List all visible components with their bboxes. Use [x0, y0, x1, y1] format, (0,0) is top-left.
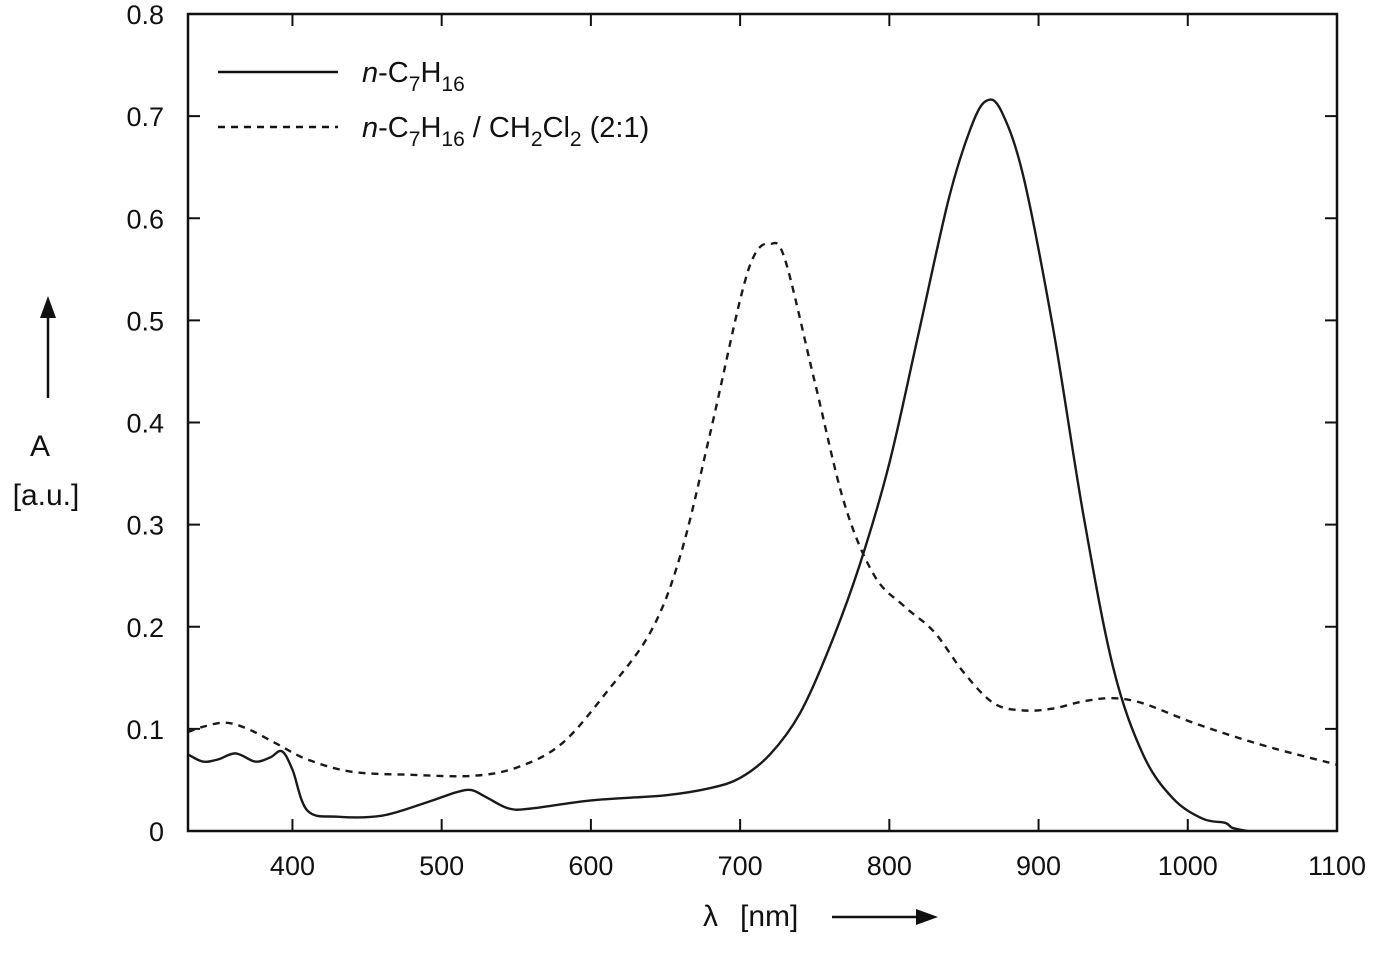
y-axis-symbol: A — [30, 430, 50, 463]
right-arrow-head-icon — [916, 909, 938, 925]
x-axis-title: λ [nm] — [703, 900, 938, 933]
up-arrow-head-icon — [40, 296, 56, 318]
x-tick-label: 800 — [867, 851, 912, 881]
y-tick-label: 0 — [149, 817, 164, 847]
series-heptane-dcm-line — [187, 241, 1338, 778]
x-tick-labels: 400 500 600 700 800 900 1000 1100 — [270, 851, 1366, 881]
x-tick-label: 1100 — [1308, 851, 1366, 881]
y-tick-label: 0.6 — [126, 204, 164, 234]
y-tick-label: 0.4 — [126, 409, 164, 439]
x-tick-label: 1000 — [1158, 851, 1218, 881]
y-axis-unit: [a.u.] — [13, 479, 80, 512]
series-heptane-line — [187, 98, 1248, 833]
x-tick-label: 600 — [568, 851, 613, 881]
x-tick-label: 700 — [718, 851, 763, 881]
y-tick-label: 0.2 — [126, 613, 164, 643]
y-tick-label: 0.5 — [126, 306, 164, 336]
plot-frame — [186, 12, 1339, 833]
y-axis-title: A [a.u.] — [13, 296, 80, 512]
x-tick-label: 900 — [1016, 851, 1061, 881]
x-axis-unit: [nm] — [740, 900, 798, 933]
x-tick-label: 400 — [270, 851, 315, 881]
plot-series — [187, 98, 1338, 833]
y-tick-label: 0.8 — [126, 0, 164, 30]
y-tick-label: 0.1 — [126, 715, 164, 745]
y-tick-label: 0.3 — [126, 511, 164, 541]
legend-label-heptane: n-C7H16 — [362, 57, 465, 96]
legend: n-C7H16 n-C7H16 / CH2Cl2 (2:1) — [218, 57, 649, 151]
legend-label-heptane-dcm: n-C7H16 / CH2Cl2 (2:1) — [362, 112, 649, 151]
x-tick-label: 500 — [419, 851, 464, 881]
axis-ticks — [188, 13, 1338, 832]
y-tick-labels: 0 0.1 0.2 0.3 0.4 0.5 0.6 0.7 0.8 — [126, 0, 164, 847]
y-tick-label: 0.7 — [126, 102, 164, 132]
x-axis-symbol: λ — [703, 900, 718, 933]
